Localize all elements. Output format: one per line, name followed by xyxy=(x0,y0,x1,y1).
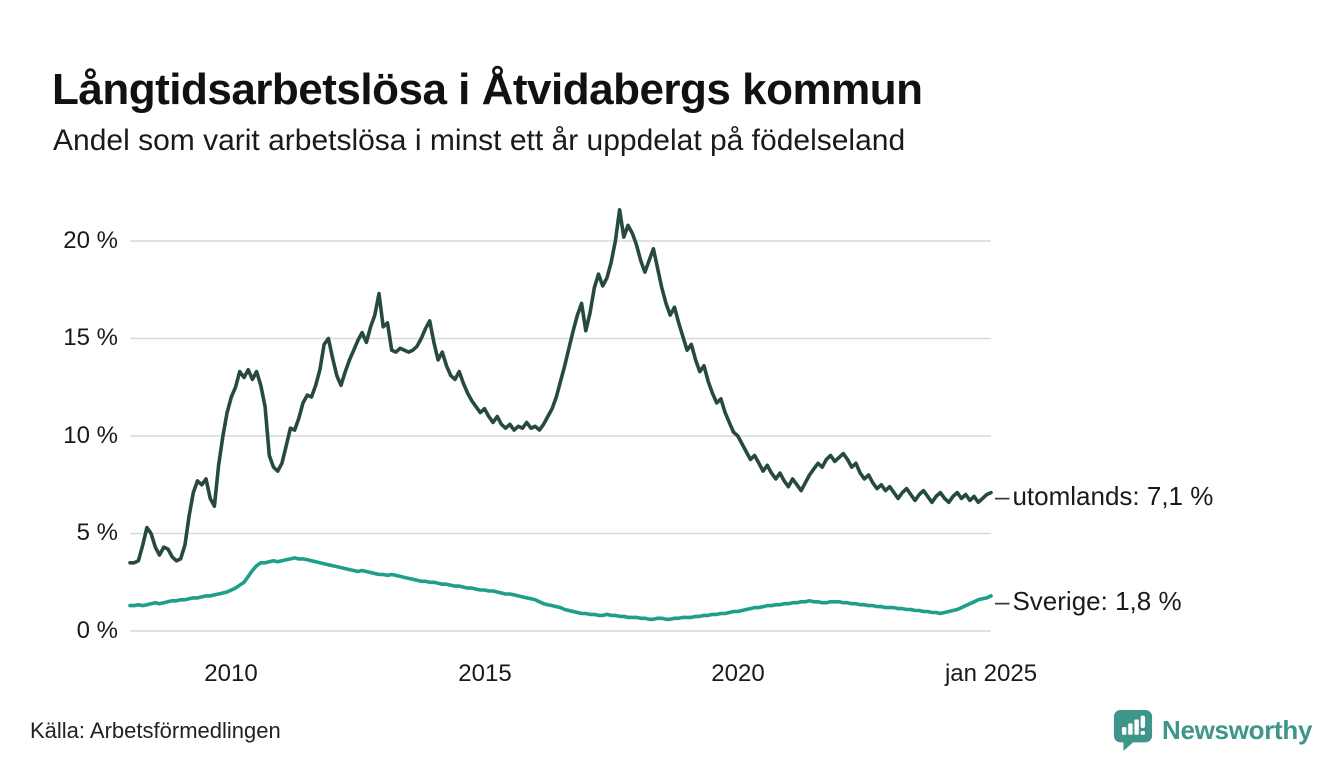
series-line-utomlands xyxy=(128,208,993,565)
gridlines xyxy=(130,240,991,632)
brand-name: Newsworthy xyxy=(1162,714,1313,745)
series-label-utomlands: – utomlands: 7,1 % xyxy=(995,479,1213,513)
label-connector-dash: – xyxy=(995,481,1010,511)
series-label-sverige: – Sverige: 1,8 % xyxy=(995,584,1182,618)
series-lines xyxy=(128,208,993,622)
x-tick-jan2025: jan 2025 xyxy=(944,660,1038,687)
chart-svg xyxy=(128,208,993,632)
series-label-sverige-text: Sverige: 1,8 % xyxy=(1012,586,1182,616)
series-label-utomlands-text: utomlands: 7,1 % xyxy=(1012,481,1214,511)
label-connector-dash: – xyxy=(995,586,1010,616)
series-line-sverige xyxy=(128,556,993,622)
y-tick-15: 15 % xyxy=(63,324,118,351)
y-tick-10: 10 % xyxy=(63,422,118,449)
source-note: Källa: Arbetsförmedlingen xyxy=(30,718,281,743)
y-tick-0: 0 % xyxy=(76,617,118,644)
x-tick-2020: 2020 xyxy=(711,660,765,687)
page-title: Långtidsarbetslösa i Åtvidabergs kommun xyxy=(52,65,923,115)
y-tick-5: 5 % xyxy=(76,519,118,546)
page-subtitle: Andel som varit arbetslösa i minst ett å… xyxy=(53,124,906,157)
x-tick-2010: 2010 xyxy=(204,660,258,687)
x-tick-2015: 2015 xyxy=(458,660,512,687)
y-tick-20: 20 % xyxy=(63,227,118,254)
newsworthy-speech-bubble-icon xyxy=(1113,709,1153,751)
brand-logo: Newsworthy xyxy=(1112,708,1312,752)
